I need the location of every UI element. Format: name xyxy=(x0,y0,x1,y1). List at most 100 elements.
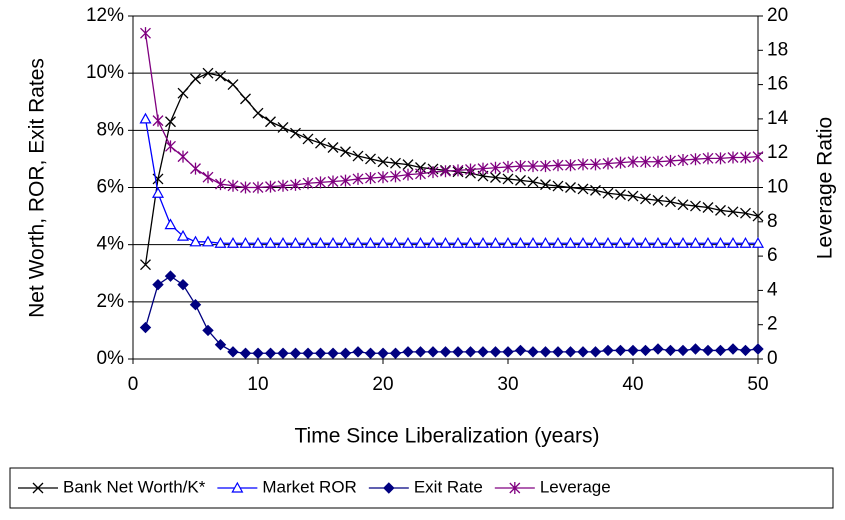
series xyxy=(140,27,764,194)
marker xyxy=(640,193,651,205)
marker xyxy=(515,174,526,186)
marker xyxy=(401,237,415,248)
marker xyxy=(351,237,365,248)
marker xyxy=(139,321,152,334)
marker xyxy=(427,166,439,179)
marker xyxy=(527,346,539,358)
marker xyxy=(239,347,252,359)
marker xyxy=(177,278,189,291)
marker xyxy=(327,175,339,188)
marker xyxy=(427,346,439,358)
marker xyxy=(614,344,627,357)
marker xyxy=(490,172,501,183)
marker xyxy=(277,122,289,133)
marker xyxy=(577,158,589,171)
marker xyxy=(676,237,690,248)
marker xyxy=(740,151,751,164)
marker xyxy=(601,237,615,248)
x-tick-label: 10 xyxy=(247,374,268,395)
marker xyxy=(514,344,527,357)
marker xyxy=(227,179,239,192)
y2-axis-label: Leverage Ratio xyxy=(814,117,837,259)
marker xyxy=(564,346,577,358)
marker xyxy=(690,153,701,166)
marker xyxy=(690,200,701,212)
marker xyxy=(426,237,440,248)
marker xyxy=(565,182,576,193)
marker xyxy=(677,344,689,357)
marker xyxy=(202,324,214,337)
marker xyxy=(290,127,301,139)
marker xyxy=(352,346,364,358)
marker xyxy=(202,67,214,79)
marker xyxy=(452,164,464,177)
x-tick-label: 50 xyxy=(747,374,768,395)
marker xyxy=(627,155,639,168)
marker xyxy=(390,170,401,183)
marker xyxy=(352,150,364,162)
x-tick-label: 20 xyxy=(372,374,393,395)
y2-tick-label: 0 xyxy=(767,348,778,369)
marker xyxy=(165,140,176,153)
marker xyxy=(501,237,515,248)
marker xyxy=(715,204,726,216)
y-tick-label: 10% xyxy=(86,62,124,83)
marker xyxy=(152,114,164,127)
marker xyxy=(539,346,552,358)
marker xyxy=(226,237,240,248)
marker xyxy=(677,154,689,167)
x-tick-label: 30 xyxy=(497,374,518,395)
marker xyxy=(551,237,565,248)
marker xyxy=(514,237,527,248)
marker xyxy=(252,107,264,119)
marker xyxy=(602,187,614,199)
marker xyxy=(702,344,714,357)
marker xyxy=(627,190,639,202)
marker xyxy=(239,237,252,248)
marker xyxy=(576,237,590,248)
marker xyxy=(451,237,465,248)
marker xyxy=(177,150,189,163)
marker xyxy=(314,347,327,359)
marker xyxy=(615,156,626,169)
marker xyxy=(277,347,289,359)
marker xyxy=(252,347,264,359)
marker xyxy=(614,237,627,248)
marker xyxy=(201,235,215,247)
marker xyxy=(627,344,639,357)
y2-tick-label: 10 xyxy=(767,177,788,198)
marker xyxy=(376,237,390,248)
marker xyxy=(577,346,589,358)
marker xyxy=(701,237,715,248)
marker xyxy=(165,116,176,128)
marker xyxy=(215,70,226,82)
marker xyxy=(590,158,601,171)
marker xyxy=(752,210,764,222)
marker xyxy=(364,347,377,359)
marker xyxy=(364,237,377,248)
marker xyxy=(265,116,276,128)
series xyxy=(139,270,764,359)
series xyxy=(139,112,765,248)
x-tick-label: 40 xyxy=(622,374,643,395)
marker xyxy=(177,87,189,99)
marker xyxy=(390,157,401,169)
marker xyxy=(589,346,602,358)
y2-tick-label: 20 xyxy=(767,5,788,26)
marker xyxy=(240,181,251,194)
marker xyxy=(339,237,352,248)
marker xyxy=(715,152,726,165)
marker xyxy=(464,237,477,248)
legend-marker xyxy=(231,481,244,493)
y2-tick-label: 4 xyxy=(767,279,778,300)
marker xyxy=(289,347,302,359)
marker xyxy=(615,189,626,201)
marker xyxy=(289,237,302,248)
marker xyxy=(339,347,352,359)
marker xyxy=(151,186,165,198)
marker xyxy=(377,347,389,359)
y2-tick-label: 16 xyxy=(767,74,788,95)
marker xyxy=(402,159,414,171)
marker xyxy=(589,237,602,248)
marker xyxy=(139,112,152,124)
